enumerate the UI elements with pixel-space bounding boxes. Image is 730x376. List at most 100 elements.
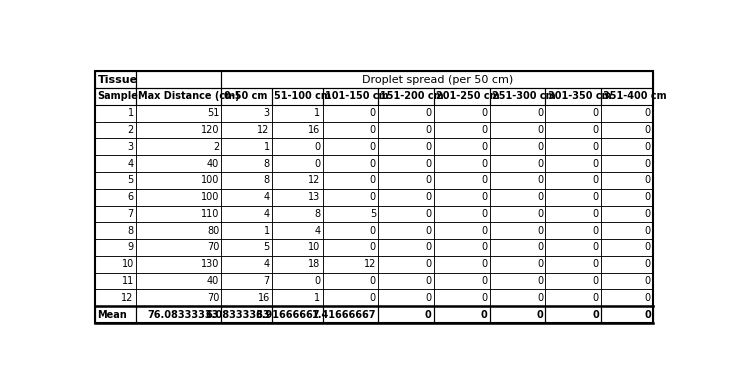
Bar — [221, 256, 272, 273]
Text: Tissue: Tissue — [98, 74, 137, 85]
Text: 0: 0 — [481, 276, 488, 286]
Text: 0: 0 — [426, 175, 431, 185]
Text: 351-400 cm: 351-400 cm — [603, 91, 667, 102]
Text: 0: 0 — [593, 142, 599, 152]
Text: 0: 0 — [481, 125, 488, 135]
Bar — [272, 155, 323, 172]
Text: Droplet spread (per 50 cm): Droplet spread (per 50 cm) — [361, 74, 513, 85]
Bar — [95, 273, 136, 290]
Bar — [601, 155, 653, 172]
Bar — [323, 222, 378, 239]
Bar — [323, 105, 378, 121]
Bar — [221, 138, 272, 155]
Text: 4: 4 — [128, 159, 134, 168]
Text: 8: 8 — [128, 226, 134, 236]
Bar — [221, 306, 272, 323]
Bar — [490, 88, 545, 105]
Bar — [272, 105, 323, 121]
Text: 0: 0 — [426, 259, 431, 269]
Text: 70: 70 — [207, 293, 219, 303]
Bar — [434, 206, 490, 222]
Text: 0: 0 — [645, 175, 650, 185]
Bar — [272, 138, 323, 155]
Bar — [272, 256, 323, 273]
Bar — [601, 105, 653, 121]
Bar — [490, 206, 545, 222]
Bar — [136, 172, 221, 189]
Text: 0: 0 — [645, 243, 650, 253]
Text: 0: 0 — [537, 226, 543, 236]
Text: 0: 0 — [426, 243, 431, 253]
Bar — [272, 206, 323, 222]
Bar — [95, 206, 136, 222]
Bar — [434, 121, 490, 138]
Bar — [221, 222, 272, 239]
Text: 4: 4 — [314, 226, 320, 236]
Bar — [601, 290, 653, 306]
Bar — [221, 71, 653, 88]
Bar — [136, 239, 221, 256]
Text: 0: 0 — [645, 159, 650, 168]
Bar — [323, 189, 378, 206]
Text: Sample: Sample — [98, 91, 139, 102]
Text: 5: 5 — [369, 209, 376, 219]
Text: 1: 1 — [128, 108, 134, 118]
Bar — [601, 256, 653, 273]
Text: 0: 0 — [537, 293, 543, 303]
Bar — [378, 138, 434, 155]
Bar — [378, 239, 434, 256]
Bar — [434, 88, 490, 105]
Bar — [378, 206, 434, 222]
Bar — [490, 239, 545, 256]
Bar — [601, 88, 653, 105]
Bar — [545, 290, 601, 306]
Text: 0: 0 — [481, 293, 488, 303]
Bar — [323, 121, 378, 138]
Text: 12: 12 — [121, 293, 134, 303]
Bar — [323, 256, 378, 273]
Bar — [221, 121, 272, 138]
Bar — [601, 121, 653, 138]
Bar — [272, 121, 323, 138]
Bar — [545, 172, 601, 189]
Bar — [323, 172, 378, 189]
Text: 0: 0 — [314, 276, 320, 286]
Bar — [490, 256, 545, 273]
Text: 1: 1 — [314, 108, 320, 118]
Bar — [490, 172, 545, 189]
Text: 16: 16 — [258, 293, 269, 303]
Bar — [272, 306, 323, 323]
Bar — [601, 138, 653, 155]
Text: 0: 0 — [593, 226, 599, 236]
Text: 0: 0 — [645, 108, 650, 118]
Text: Mean: Mean — [98, 310, 127, 320]
Text: 101-150 cm: 101-150 cm — [325, 91, 388, 102]
Bar — [95, 222, 136, 239]
Bar — [221, 172, 272, 189]
Text: 0: 0 — [480, 310, 488, 320]
Bar — [323, 206, 378, 222]
Text: 0: 0 — [370, 276, 376, 286]
Text: 0: 0 — [593, 125, 599, 135]
Bar — [221, 88, 272, 105]
Bar — [95, 105, 136, 121]
Bar — [95, 290, 136, 306]
Text: 2: 2 — [128, 125, 134, 135]
Bar — [221, 239, 272, 256]
Text: 0: 0 — [537, 159, 543, 168]
Text: 0: 0 — [370, 108, 376, 118]
Bar — [136, 121, 221, 138]
Text: 0: 0 — [426, 209, 431, 219]
Bar — [545, 121, 601, 138]
Bar — [434, 290, 490, 306]
Text: 0: 0 — [426, 108, 431, 118]
Bar — [378, 155, 434, 172]
Bar — [601, 172, 653, 189]
Bar — [434, 189, 490, 206]
Bar — [545, 273, 601, 290]
Text: 12: 12 — [258, 125, 269, 135]
Bar — [490, 138, 545, 155]
Text: 0: 0 — [426, 226, 431, 236]
Bar — [378, 222, 434, 239]
Bar — [545, 138, 601, 155]
